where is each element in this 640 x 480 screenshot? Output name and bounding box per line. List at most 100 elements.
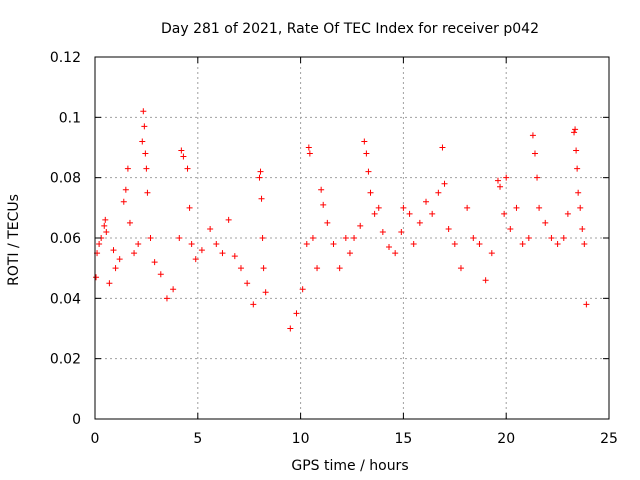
data-point — [336, 265, 343, 272]
data-point — [192, 256, 199, 263]
y-tick-label: 0.12 — [50, 50, 81, 66]
data-point — [542, 219, 549, 226]
data-point — [231, 253, 238, 260]
data-point — [314, 265, 321, 272]
data-point — [188, 241, 195, 248]
data-point — [180, 153, 187, 160]
data-point — [305, 144, 312, 151]
data-point — [309, 235, 316, 241]
data-point — [260, 265, 267, 272]
data-point — [406, 210, 413, 217]
data-point — [525, 235, 532, 241]
data-point — [135, 241, 142, 248]
data-point — [303, 241, 310, 248]
axis-ticks: 0 5 10 15 20 25 0 0.02 0.04 0.06 0.08 0.1 0.12 — [50, 50, 618, 447]
data-point — [400, 204, 407, 211]
data-point — [581, 241, 588, 248]
data-point — [186, 204, 193, 211]
data-point — [573, 147, 580, 154]
data-point — [571, 129, 578, 136]
data-point — [488, 250, 495, 257]
data-point — [102, 216, 109, 223]
data-point — [501, 210, 508, 217]
data-point — [330, 241, 337, 248]
data-point — [244, 280, 251, 287]
data-point — [112, 265, 119, 272]
data-point — [560, 235, 567, 241]
data-point — [170, 286, 177, 293]
data-point — [375, 204, 382, 211]
data-point — [531, 150, 538, 157]
data-point — [548, 235, 555, 241]
data-point — [258, 195, 265, 202]
data-point — [142, 150, 149, 157]
data-point — [416, 219, 423, 226]
data-point — [464, 204, 471, 211]
data-point — [299, 286, 306, 293]
data-point — [572, 126, 579, 133]
data-point — [386, 244, 393, 251]
data-point — [577, 204, 584, 211]
data-point — [207, 225, 214, 232]
data-point — [131, 250, 138, 257]
data-point — [262, 289, 269, 296]
data-point — [367, 189, 374, 196]
data-point — [564, 210, 571, 217]
data-point — [106, 280, 113, 287]
data-point — [371, 210, 378, 217]
data-point — [96, 241, 103, 248]
data-point — [256, 174, 263, 181]
data-point — [157, 271, 164, 278]
data-point — [379, 228, 386, 235]
data-point — [346, 250, 353, 257]
data-point — [320, 201, 327, 208]
data-point — [250, 301, 257, 308]
data-point — [141, 123, 148, 130]
data-point — [507, 225, 514, 232]
x-axis-title: GPS time / hours — [291, 458, 408, 474]
data-point — [435, 189, 442, 196]
data-point — [126, 219, 133, 226]
chart-title: Day 281 of 2021, Rate Of TEC Index for r… — [161, 21, 539, 37]
data-point — [122, 186, 129, 193]
data-point — [287, 325, 294, 332]
data-point — [361, 138, 368, 145]
data-point — [116, 256, 123, 263]
data-point — [470, 235, 477, 241]
data-point — [257, 168, 264, 175]
data-point — [237, 265, 244, 272]
y-tick-label: 0.04 — [50, 291, 81, 307]
data-point — [519, 241, 526, 248]
data-point — [529, 132, 536, 139]
data-point — [365, 168, 372, 175]
data-point — [392, 250, 399, 257]
data-point — [147, 235, 154, 241]
data-point — [445, 225, 452, 232]
data-point — [441, 180, 448, 187]
data-point — [575, 189, 582, 196]
data-point — [554, 241, 561, 248]
y-tick-label: 0.02 — [50, 352, 81, 368]
data-point — [583, 301, 590, 308]
data-point — [178, 147, 185, 154]
data-point — [140, 108, 147, 115]
data-point — [457, 265, 464, 272]
data-point — [103, 228, 110, 235]
y-tick-label: 0.08 — [50, 171, 81, 187]
data-point — [120, 198, 127, 205]
data-point — [439, 144, 446, 151]
data-point — [225, 216, 232, 223]
data-point — [306, 150, 313, 157]
data-point — [163, 295, 170, 302]
x-tick-label: 15 — [394, 431, 412, 447]
x-tick-label: 20 — [497, 431, 515, 447]
data-point — [351, 235, 358, 241]
data-point — [476, 241, 483, 248]
data-point — [93, 274, 100, 281]
y-axis-title: ROTI / TECUs — [6, 194, 22, 286]
data-point — [124, 165, 131, 172]
data-point — [482, 277, 489, 284]
data-point — [410, 241, 417, 248]
data-point — [503, 174, 510, 181]
